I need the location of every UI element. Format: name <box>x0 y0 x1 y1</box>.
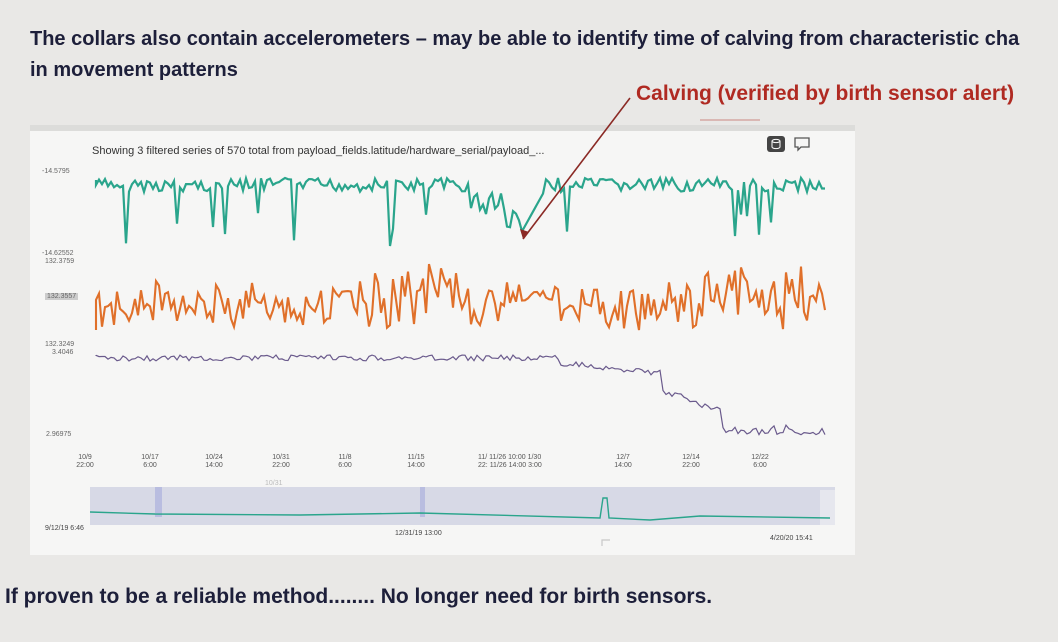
series-header: Showing 3 filtered series of 570 total f… <box>92 145 545 157</box>
calving-annotation: Calving (verified by birth sensor alert) <box>636 82 1015 105</box>
y-label-teal-mid: -14.62552 <box>42 250 74 257</box>
x-tick: 11/8 6:00 <box>338 454 352 469</box>
chart-panel-border <box>30 125 855 131</box>
y-label-orange-bottom: 132.3249 <box>45 341 75 348</box>
y-label-purple-top: 3.4046 <box>52 349 74 356</box>
x-tick: 10/31 22:00 <box>272 454 290 469</box>
x-tick-dense: 11/ 11/26 10:00 1/30 22: 11/26 14:00 3:0… <box>478 454 542 469</box>
y-label-teal-top: -14.5795 <box>42 168 70 175</box>
teal-latitude-series <box>94 174 825 247</box>
navigator-series-line <box>89 497 831 521</box>
navigator-end-label: 4/20/20 15:41 <box>770 535 813 542</box>
x-tick: 11/15 14:00 <box>407 454 425 469</box>
calving-arrow-line <box>522 97 631 240</box>
slide-title-line-2: in movement patterns <box>30 59 238 81</box>
x-tick: 10/17 6:00 <box>141 454 159 469</box>
navigator-faint-label: 10/31 <box>265 480 283 487</box>
navigator-mid-label: 12/31/19 13:00 <box>395 530 442 537</box>
dashboard-chart-panel <box>30 125 855 555</box>
slide-title: The collars also contain accelerometers … <box>30 24 1058 86</box>
database-icon[interactable] <box>766 135 786 153</box>
navigator-left-handle <box>155 487 162 517</box>
x-tick: 10/9 22:00 <box>76 454 94 469</box>
x-tick: 12/14 22:00 <box>682 454 700 469</box>
navigator-start-label: 9/12/19 6:46 <box>45 525 84 532</box>
y-label-orange-top: 132.3759 <box>45 258 75 265</box>
navigator-marker <box>601 539 610 546</box>
calving-arrow-head <box>520 229 529 239</box>
purple-accelerometer-series <box>95 354 826 436</box>
slide-footer: If proven to be a reliable method.......… <box>5 585 713 608</box>
x-tick: 10/24 14:00 <box>205 454 223 469</box>
comment-icon[interactable] <box>792 135 812 153</box>
y-label-purple-bottom: 2.96975 <box>46 431 72 438</box>
navigator-right-handle <box>420 487 425 517</box>
x-tick: 12/7 14:00 <box>614 454 632 469</box>
orange-longitude-series <box>94 263 827 331</box>
x-tick: 12/22 6:00 <box>751 454 769 469</box>
navigator-scroll-buttons <box>820 490 835 525</box>
slide-title-line-1: The collars also contain accelerometers … <box>30 28 1020 50</box>
y-label-orange-marker: 132.3557 <box>45 293 79 300</box>
navigator-band <box>90 487 835 525</box>
